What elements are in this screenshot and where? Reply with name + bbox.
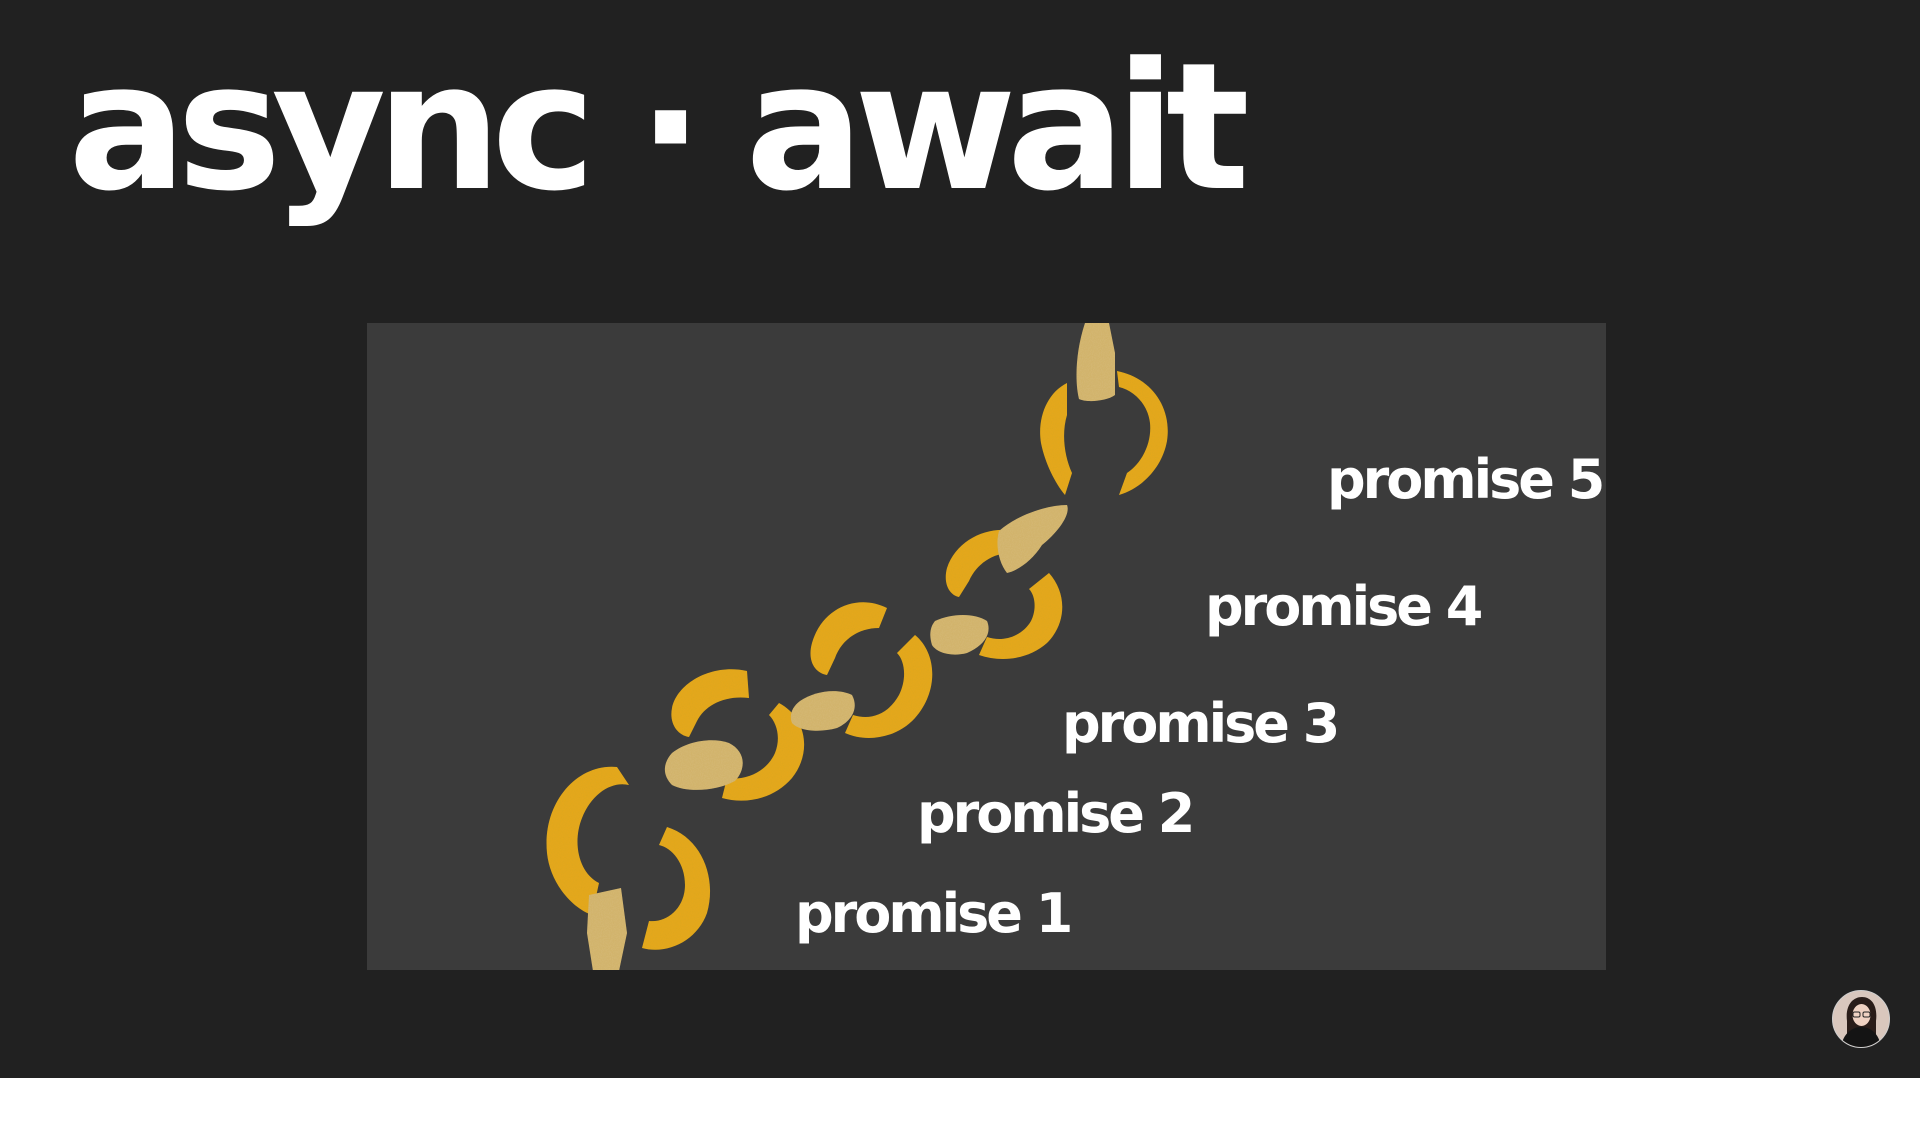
slide: async · await bbox=[0, 0, 1920, 1078]
chain-label-promise-4: promise 4 bbox=[1205, 575, 1483, 638]
broken-chain-illustration bbox=[546, 323, 1168, 970]
slide-title: async · await bbox=[68, 25, 1250, 230]
chain-illustration-panel: promise 1 promise 2 promise 3 promise 4 … bbox=[367, 323, 1606, 970]
chain-label-promise-3: promise 3 bbox=[1062, 692, 1340, 755]
chain-link-1 bbox=[546, 766, 711, 970]
chain-link-5 bbox=[1040, 323, 1168, 495]
chain-label-promise-1: promise 1 bbox=[795, 882, 1073, 945]
chain-label-promise-2: promise 2 bbox=[917, 782, 1195, 845]
bottom-blank-area bbox=[0, 1078, 1920, 1143]
chain-label-promise-5: promise 5 bbox=[1327, 448, 1605, 511]
chain-link-2 bbox=[664, 669, 805, 801]
chain-link-3 bbox=[790, 602, 933, 738]
presenter-avatar-icon[interactable] bbox=[1832, 990, 1890, 1048]
chain-link-4 bbox=[930, 505, 1068, 659]
